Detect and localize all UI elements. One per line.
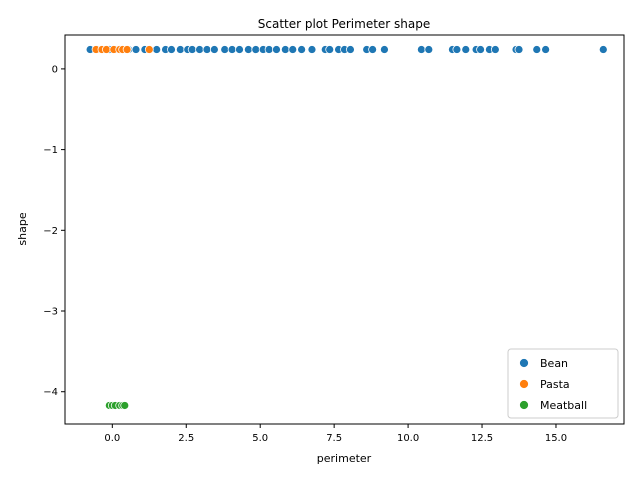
point-meatball-5 [120,401,130,410]
series-meatball [104,401,130,410]
y-tick-label: −2 [43,226,58,237]
point-bean-46 [514,45,524,54]
point-bean-35 [380,45,389,54]
point-bean-25 [288,45,298,54]
x-tick-label: 5.0 [252,433,268,444]
point-bean-27 [307,45,317,54]
x-tick-label: 7.5 [326,433,342,444]
series-bean [85,45,608,54]
legend-marker-bean [519,358,529,368]
y-tick-label: −1 [43,145,58,156]
y-axis: 0 −1 −2 −3 −4 [43,64,65,398]
legend-label-meatball: Meatball [540,399,587,412]
point-bean-13 [195,45,204,54]
point-bean-26 [297,45,306,54]
point-bean-34 [368,45,377,54]
plot-area [85,45,608,410]
point-pasta-2 [102,45,111,54]
point-bean-18 [235,45,244,54]
point-bean-9 [167,45,176,54]
legend: Bean Pasta Meatball [507,348,619,419]
x-tick-label: 15.0 [545,433,567,444]
legend-box [507,348,619,419]
x-tick-label: 12.5 [471,433,493,444]
x-axis: 0.0 2.5 5.0 7.5 10.0 12.5 15.0 [104,424,567,444]
point-bean-12 [187,45,197,54]
point-bean-32 [346,45,355,54]
y-tick-label: −3 [43,307,58,318]
legend-marker-pasta [519,379,529,389]
point-bean-19 [244,45,253,54]
point-bean-36 [417,45,426,54]
x-axis-label: perimeter [317,452,372,465]
x-tick-label: 2.5 [178,433,194,444]
point-bean-49 [598,45,608,54]
point-bean-7 [152,45,162,54]
legend-label-pasta: Pasta [540,378,570,391]
point-bean-37 [424,45,434,54]
point-bean-48 [541,45,550,54]
point-bean-39 [452,45,462,54]
point-bean-15 [209,45,219,54]
point-bean-14 [202,45,212,54]
point-pasta-6 [122,45,132,54]
point-bean-24 [280,45,290,54]
x-tick-label: 10.0 [397,433,419,444]
point-bean-42 [476,45,485,54]
y-axis-label: shape [16,212,29,245]
point-bean-22 [264,45,274,54]
x-tick-label: 0.0 [104,433,120,444]
point-bean-20 [251,45,261,54]
axes-frame [64,34,625,425]
point-bean-10 [175,45,185,54]
y-tick-label: 0 [52,64,58,75]
point-bean-40 [461,45,471,54]
chart-title: Scatter plot Perimeter shape [258,17,431,31]
series-pasta [91,45,154,54]
point-bean-17 [227,45,237,54]
point-bean-29 [325,45,335,54]
y-tick-label: −4 [43,387,58,398]
point-bean-5 [131,45,141,54]
point-bean-47 [532,45,542,54]
point-bean-16 [220,45,230,54]
point-bean-44 [490,45,500,54]
legend-marker-meatball [519,400,529,410]
legend-label-bean: Bean [540,357,568,370]
point-bean-23 [272,45,281,54]
point-pasta-7 [144,45,154,54]
